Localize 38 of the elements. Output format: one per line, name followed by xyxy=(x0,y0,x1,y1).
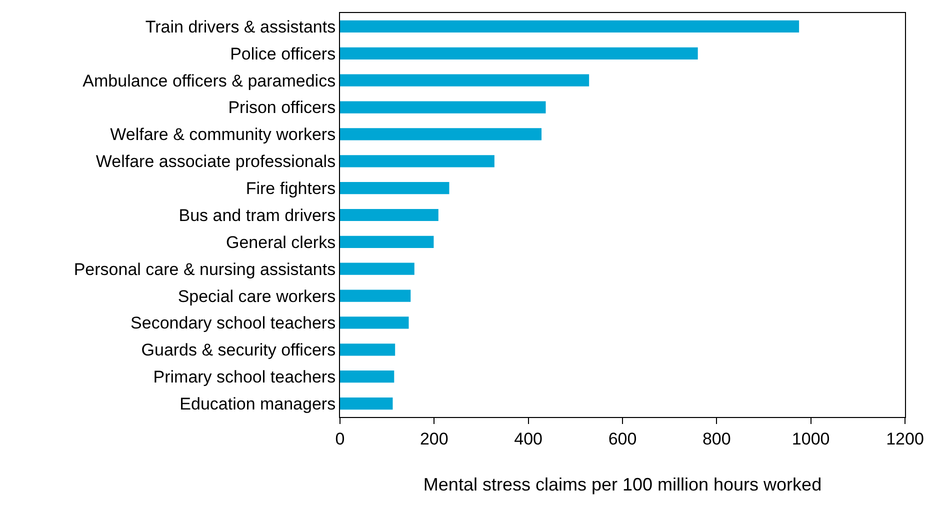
y-tick-label: Bus and tram drivers xyxy=(178,206,336,225)
bar xyxy=(340,236,434,248)
y-tick-label: Welfare associate professionals xyxy=(96,152,336,172)
bar xyxy=(340,262,414,275)
bar xyxy=(340,290,411,302)
bar xyxy=(340,20,800,33)
y-tick-label: Guards & security officers xyxy=(141,340,336,360)
x-tick-label: 400 xyxy=(514,429,543,448)
bar xyxy=(340,182,450,194)
y-tick-label: Prison officers xyxy=(228,98,336,118)
y-tick-label: Secondary school teachers xyxy=(130,314,336,333)
bar xyxy=(340,155,494,168)
y-tick-label: Personal care & nursing assistants xyxy=(74,260,336,279)
x-axis-title: Mental stress claims per 100 million hours worked xyxy=(423,474,822,494)
bar xyxy=(340,316,409,329)
bar xyxy=(340,208,438,222)
y-tick-label: Ambulance officers & paramedics xyxy=(82,71,336,90)
x-tick-label: 600 xyxy=(608,429,637,448)
x-tick-label: 0 xyxy=(335,429,345,448)
bar xyxy=(340,397,393,410)
y-tick-label: General clerks xyxy=(226,232,336,252)
y-tick-label: Special care workers xyxy=(178,286,336,306)
y-tick-label: Welfare & community workers xyxy=(110,125,336,144)
y-tick-label: Education managers xyxy=(180,394,336,414)
bar xyxy=(340,370,394,383)
x-tick-label: 1000 xyxy=(792,429,830,448)
y-tick-label: Primary school teachers xyxy=(153,368,336,387)
y-tick-label: Train drivers & assistants xyxy=(145,17,336,36)
x-tick-label: 1200 xyxy=(886,429,924,448)
bar xyxy=(340,47,698,60)
bar xyxy=(340,101,546,114)
x-tick-label: 800 xyxy=(702,429,731,448)
bar xyxy=(340,344,396,356)
bar xyxy=(340,128,542,140)
x-tick-label: 200 xyxy=(420,429,448,448)
y-tick-label: Police officers xyxy=(230,44,336,64)
y-tick-label: Fire fighters xyxy=(246,179,336,198)
bar xyxy=(340,74,590,86)
